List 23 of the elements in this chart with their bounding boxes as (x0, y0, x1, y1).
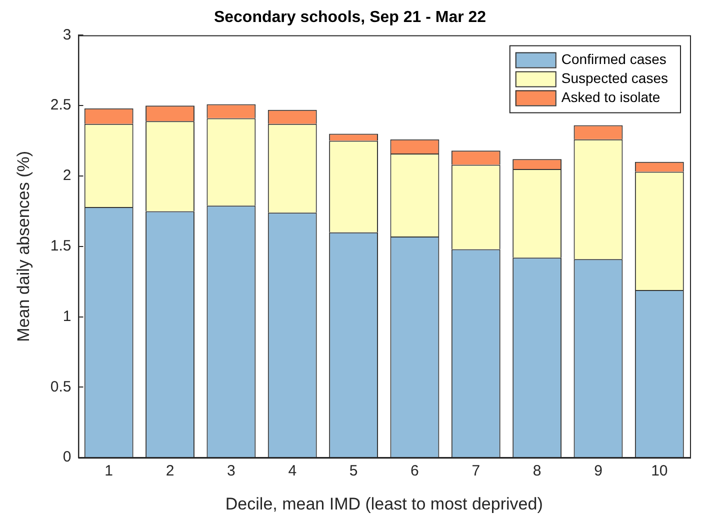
x-tick-label: 7 (472, 462, 480, 480)
y-tick-label: 1 (62, 308, 72, 325)
y-tick-label: 0 (62, 448, 72, 466)
y-tick-label: 2.5 (50, 96, 72, 114)
y-tick-label: 0.5 (50, 378, 72, 396)
x-tick-label: 2 (166, 462, 174, 480)
chart-title: Secondary schools, Sep 21 - Mar 22 (214, 9, 486, 26)
x-tick-label: 3 (227, 462, 236, 480)
x-tick-label: 1 (104, 462, 114, 480)
x-tick-label: 8 (532, 462, 542, 480)
legend-label: Asked to isolate (561, 89, 660, 106)
x-tick-label: 4 (288, 462, 297, 480)
y-tick-label: 1.5 (50, 238, 72, 255)
y-tick-label: 2 (62, 167, 72, 184)
y-axis-title: Mean daily absences (%) (14, 150, 33, 342)
x-tick-label: 6 (410, 462, 419, 480)
x-tick-label: 5 (349, 462, 358, 480)
x-tick-label: 9 (594, 462, 602, 480)
x-axis-title: Decile, mean IMD (least to most deprived) (225, 494, 543, 514)
legend-label: Confirmed cases (561, 51, 666, 68)
y-tick-label: 3 (62, 26, 72, 44)
legend-label: Suspected cases (561, 70, 668, 86)
x-tick-label: 10 (651, 462, 668, 480)
